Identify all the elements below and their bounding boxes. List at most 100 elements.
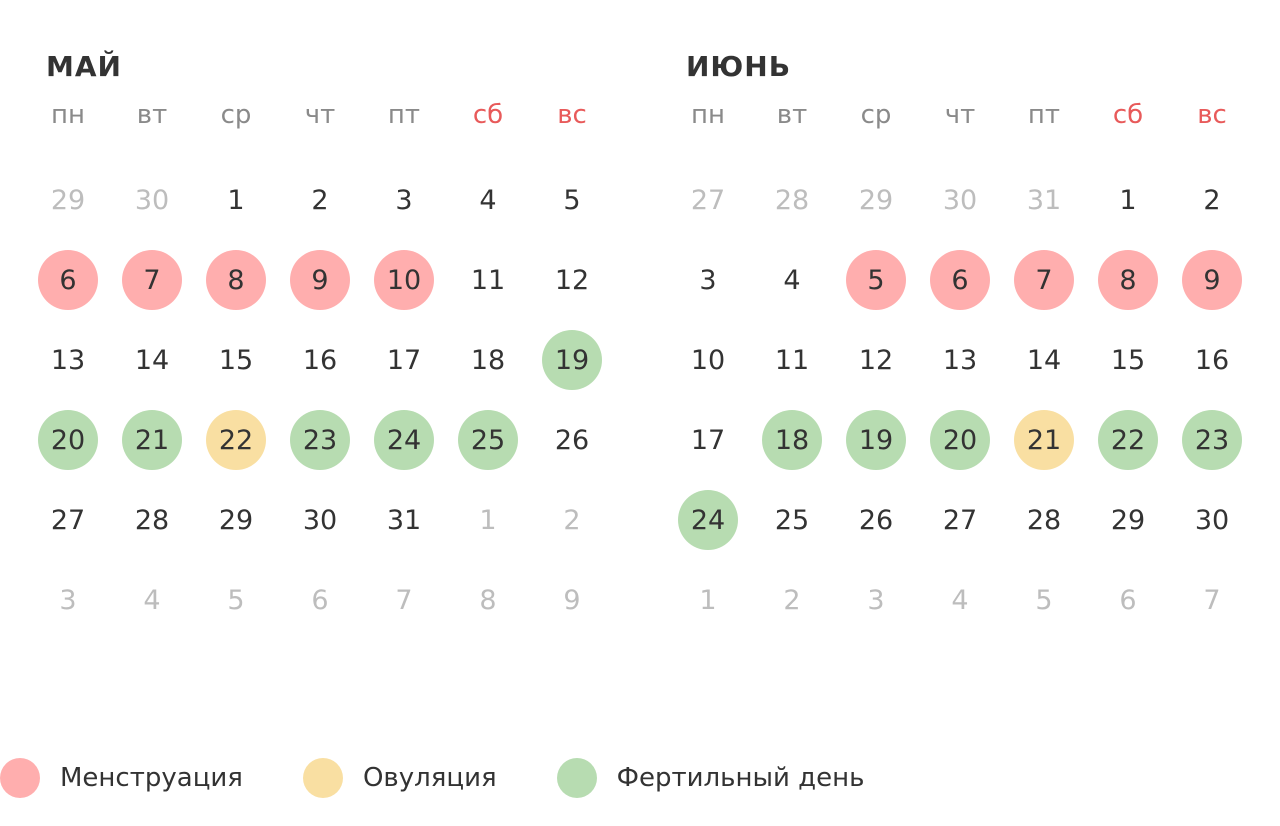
- day-cell[interactable]: 2: [1170, 160, 1254, 240]
- day-cell[interactable]: 4: [750, 240, 834, 320]
- day-cell[interactable]: 6: [1086, 560, 1170, 640]
- day-number: 21: [122, 410, 182, 470]
- day-grid: 29 30 1 2 3 4 5 6 7 8 9 10 11 12 13 14 15 16 17 18 19 20 21 22 2…: [26, 160, 614, 640]
- day-cell[interactable]: 30: [1170, 480, 1254, 560]
- day-cell[interactable]: 30: [110, 160, 194, 240]
- day-cell[interactable]: 3: [26, 560, 110, 640]
- day-cell[interactable]: 25: [446, 400, 530, 480]
- day-cell[interactable]: 2: [530, 480, 614, 560]
- day-cell[interactable]: 26: [834, 480, 918, 560]
- day-cell[interactable]: 31: [1002, 160, 1086, 240]
- day-cell[interactable]: 5: [1002, 560, 1086, 640]
- day-cell[interactable]: 4: [446, 160, 530, 240]
- day-cell[interactable]: 12: [530, 240, 614, 320]
- day-cell[interactable]: 1: [194, 160, 278, 240]
- day-cell[interactable]: 3: [834, 560, 918, 640]
- day-number: 8: [479, 584, 497, 616]
- day-cell[interactable]: 21: [1002, 400, 1086, 480]
- day-cell[interactable]: 5: [834, 240, 918, 320]
- day-cell[interactable]: 2: [750, 560, 834, 640]
- day-cell[interactable]: 20: [26, 400, 110, 480]
- day-cell[interactable]: 3: [666, 240, 750, 320]
- day-cell[interactable]: 15: [194, 320, 278, 400]
- day-cell[interactable]: 22: [1086, 400, 1170, 480]
- day-cell[interactable]: 12: [834, 320, 918, 400]
- day-cell[interactable]: 29: [834, 160, 918, 240]
- day-number: 17: [690, 424, 726, 456]
- legend-item-fertile: Фертильный день: [556, 758, 864, 798]
- day-number: 30: [134, 184, 170, 216]
- day-cell[interactable]: 14: [110, 320, 194, 400]
- day-cell[interactable]: 28: [750, 160, 834, 240]
- day-cell[interactable]: 22: [194, 400, 278, 480]
- day-cell[interactable]: 1: [446, 480, 530, 560]
- day-cell[interactable]: 19: [530, 320, 614, 400]
- day-cell[interactable]: 23: [1170, 400, 1254, 480]
- day-cell[interactable]: 8: [446, 560, 530, 640]
- day-cell[interactable]: 9: [278, 240, 362, 320]
- day-cell[interactable]: 8: [194, 240, 278, 320]
- legend-label: Менструация: [60, 763, 243, 793]
- day-cell[interactable]: 13: [918, 320, 1002, 400]
- day-cell[interactable]: 14: [1002, 320, 1086, 400]
- day-cell[interactable]: 7: [1002, 240, 1086, 320]
- day-number: 19: [846, 410, 906, 470]
- day-cell[interactable]: 6: [26, 240, 110, 320]
- day-cell[interactable]: 9: [1170, 240, 1254, 320]
- day-cell[interactable]: 8: [1086, 240, 1170, 320]
- day-cell[interactable]: 17: [666, 400, 750, 480]
- day-cell[interactable]: 7: [1170, 560, 1254, 640]
- day-cell[interactable]: 6: [278, 560, 362, 640]
- day-cell[interactable]: 7: [362, 560, 446, 640]
- week-row: 17 18 19 20 21 22 23: [666, 400, 1254, 480]
- day-cell[interactable]: 10: [666, 320, 750, 400]
- day-cell[interactable]: 27: [666, 160, 750, 240]
- day-cell[interactable]: 5: [530, 160, 614, 240]
- day-cell[interactable]: 16: [278, 320, 362, 400]
- day-cell[interactable]: 11: [446, 240, 530, 320]
- day-number: 28: [1026, 504, 1062, 536]
- day-cell[interactable]: 24: [362, 400, 446, 480]
- day-cell[interactable]: 24: [666, 480, 750, 560]
- day-cell[interactable]: 7: [110, 240, 194, 320]
- day-cell[interactable]: 10: [362, 240, 446, 320]
- day-number: 13: [50, 344, 86, 376]
- day-cell[interactable]: 6: [918, 240, 1002, 320]
- day-cell[interactable]: 18: [750, 400, 834, 480]
- day-cell[interactable]: 16: [1170, 320, 1254, 400]
- day-cell[interactable]: 1: [666, 560, 750, 640]
- day-cell[interactable]: 9: [530, 560, 614, 640]
- day-number: 23: [290, 410, 350, 470]
- day-cell[interactable]: 3: [362, 160, 446, 240]
- day-cell[interactable]: 29: [194, 480, 278, 560]
- day-cell[interactable]: 17: [362, 320, 446, 400]
- day-cell[interactable]: 26: [530, 400, 614, 480]
- day-cell[interactable]: 11: [750, 320, 834, 400]
- weekday-label: чт: [944, 100, 976, 130]
- day-cell[interactable]: 27: [918, 480, 1002, 560]
- day-cell[interactable]: 29: [26, 160, 110, 240]
- day-cell[interactable]: 2: [278, 160, 362, 240]
- day-number: 2: [1203, 184, 1221, 216]
- day-cell[interactable]: 13: [26, 320, 110, 400]
- day-cell[interactable]: 31: [362, 480, 446, 560]
- day-cell[interactable]: 4: [110, 560, 194, 640]
- day-cell[interactable]: 4: [918, 560, 1002, 640]
- day-cell[interactable]: 29: [1086, 480, 1170, 560]
- day-cell[interactable]: 27: [26, 480, 110, 560]
- day-cell[interactable]: 1: [1086, 160, 1170, 240]
- day-number: 11: [774, 344, 810, 376]
- day-cell[interactable]: 23: [278, 400, 362, 480]
- day-cell[interactable]: 15: [1086, 320, 1170, 400]
- day-cell[interactable]: 25: [750, 480, 834, 560]
- day-cell[interactable]: 5: [194, 560, 278, 640]
- day-cell[interactable]: 19: [834, 400, 918, 480]
- day-number: 29: [858, 184, 894, 216]
- day-cell[interactable]: 28: [110, 480, 194, 560]
- day-cell[interactable]: 18: [446, 320, 530, 400]
- day-cell[interactable]: 20: [918, 400, 1002, 480]
- day-cell[interactable]: 30: [278, 480, 362, 560]
- day-cell[interactable]: 21: [110, 400, 194, 480]
- day-cell[interactable]: 30: [918, 160, 1002, 240]
- day-cell[interactable]: 28: [1002, 480, 1086, 560]
